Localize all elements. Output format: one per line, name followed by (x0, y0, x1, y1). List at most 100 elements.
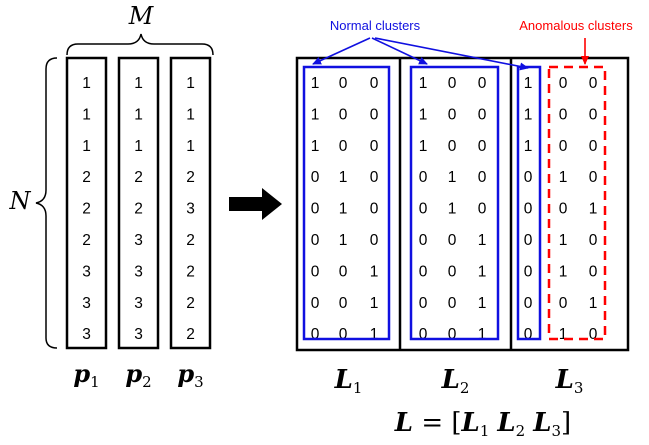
output-cell: 1 (370, 326, 379, 343)
output-cell: 0 (419, 232, 428, 249)
eq-s3: 3 (551, 422, 561, 440)
output-cell: 0 (524, 263, 533, 280)
input-cell: 2 (186, 232, 195, 249)
input-cell: 3 (134, 295, 143, 312)
block-name: L (441, 365, 460, 395)
output-cell: 0 (448, 295, 457, 312)
output-cell: 1 (478, 232, 487, 249)
column-name: p (177, 359, 194, 388)
output-cell: 0 (339, 326, 348, 343)
top-brace (66, 33, 214, 56)
input-cell: 2 (186, 295, 195, 312)
output-cell: 0 (524, 326, 533, 343)
output-cell: 1 (589, 295, 598, 312)
output-cell: 1 (419, 75, 428, 92)
left-brace (35, 57, 58, 349)
output-cell: 0 (339, 75, 348, 92)
output-cell: 0 (448, 106, 457, 123)
output-cell: 0 (524, 201, 533, 218)
normal-cluster-box-l1 (302, 65, 391, 341)
output-cell: 1 (448, 201, 457, 218)
input-cell: 1 (186, 75, 195, 92)
output-matrix-frame (295, 56, 630, 352)
input-cell: 3 (134, 326, 143, 343)
output-cell: 0 (589, 326, 598, 343)
output-cell: 0 (370, 232, 379, 249)
input-cell: 1 (186, 106, 195, 123)
input-cell: 2 (82, 201, 91, 218)
input-column-label: p3 (177, 359, 203, 391)
eq-l1: L (461, 408, 480, 438)
block-name: L (555, 365, 574, 395)
output-cell: 0 (311, 263, 320, 280)
normal-arrow-1 (312, 37, 371, 65)
output-cell: 0 (559, 201, 568, 218)
output-cell: 1 (339, 169, 348, 186)
input-cell: 2 (82, 232, 91, 249)
input-cell: 2 (134, 169, 143, 186)
output-cell: 1 (419, 138, 428, 155)
input-column-box (169, 56, 212, 350)
input-cell: 3 (82, 263, 91, 280)
output-cell: 0 (311, 169, 320, 186)
output-cell: 1 (339, 201, 348, 218)
output-cell: 0 (419, 201, 428, 218)
output-cell: 0 (478, 106, 487, 123)
n-label: N (9, 187, 32, 215)
output-cell: 1 (524, 138, 533, 155)
input-cell: 3 (82, 295, 91, 312)
input-cell: 1 (82, 106, 91, 123)
output-cell: 0 (524, 232, 533, 249)
l-equation: L = [L1 L2 L3] (394, 408, 571, 440)
output-cell: 1 (311, 106, 320, 123)
output-cell: 0 (589, 106, 598, 123)
output-cell: 0 (478, 169, 487, 186)
input-column-box (65, 56, 108, 350)
anomalous-clusters-label: Anomalous clusters (519, 18, 633, 33)
output-cell: 0 (370, 138, 379, 155)
column-sub: 1 (90, 373, 100, 391)
output-cell: 1 (311, 75, 320, 92)
output-cell: 0 (559, 138, 568, 155)
input-cell: 2 (186, 169, 195, 186)
output-cell: 1 (478, 295, 487, 312)
output-cell: 0 (370, 169, 379, 186)
output-cell: 0 (589, 169, 598, 186)
output-cell: 0 (589, 75, 598, 92)
input-cell: 2 (186, 263, 195, 280)
output-cell: 0 (524, 169, 533, 186)
output-cell: 0 (419, 326, 428, 343)
output-cell: 1 (524, 75, 533, 92)
eq-s1: 1 (480, 422, 490, 440)
output-cell: 1 (589, 201, 598, 218)
output-cell: 1 (419, 106, 428, 123)
output-cell: 0 (448, 326, 457, 343)
input-cell: 1 (82, 75, 91, 92)
block-sub: 3 (574, 379, 584, 397)
output-cell: 0 (370, 106, 379, 123)
output-cell: 0 (339, 138, 348, 155)
output-cell: 0 (448, 75, 457, 92)
output-cell: 1 (339, 232, 348, 249)
output-cell: 1 (370, 263, 379, 280)
output-cell: 0 (448, 138, 457, 155)
output-cell: 0 (311, 326, 320, 343)
output-cell: 1 (370, 295, 379, 312)
output-cell: 0 (448, 232, 457, 249)
input-cell: 3 (186, 201, 195, 218)
normal-cluster-box-l2 (409, 65, 500, 341)
input-cell: 1 (134, 75, 143, 92)
output-cell: 0 (448, 263, 457, 280)
input-cell: 1 (134, 138, 143, 155)
input-cell: 2 (134, 201, 143, 218)
output-cell: 0 (370, 75, 379, 92)
output-cell: 0 (419, 263, 428, 280)
output-cell: 1 (478, 263, 487, 280)
input-column-box (117, 56, 160, 350)
m-label: M (128, 2, 155, 30)
output-cell: 0 (478, 201, 487, 218)
output-cell: 0 (478, 75, 487, 92)
output-cell: 0 (419, 169, 428, 186)
output-cell: 1 (524, 106, 533, 123)
